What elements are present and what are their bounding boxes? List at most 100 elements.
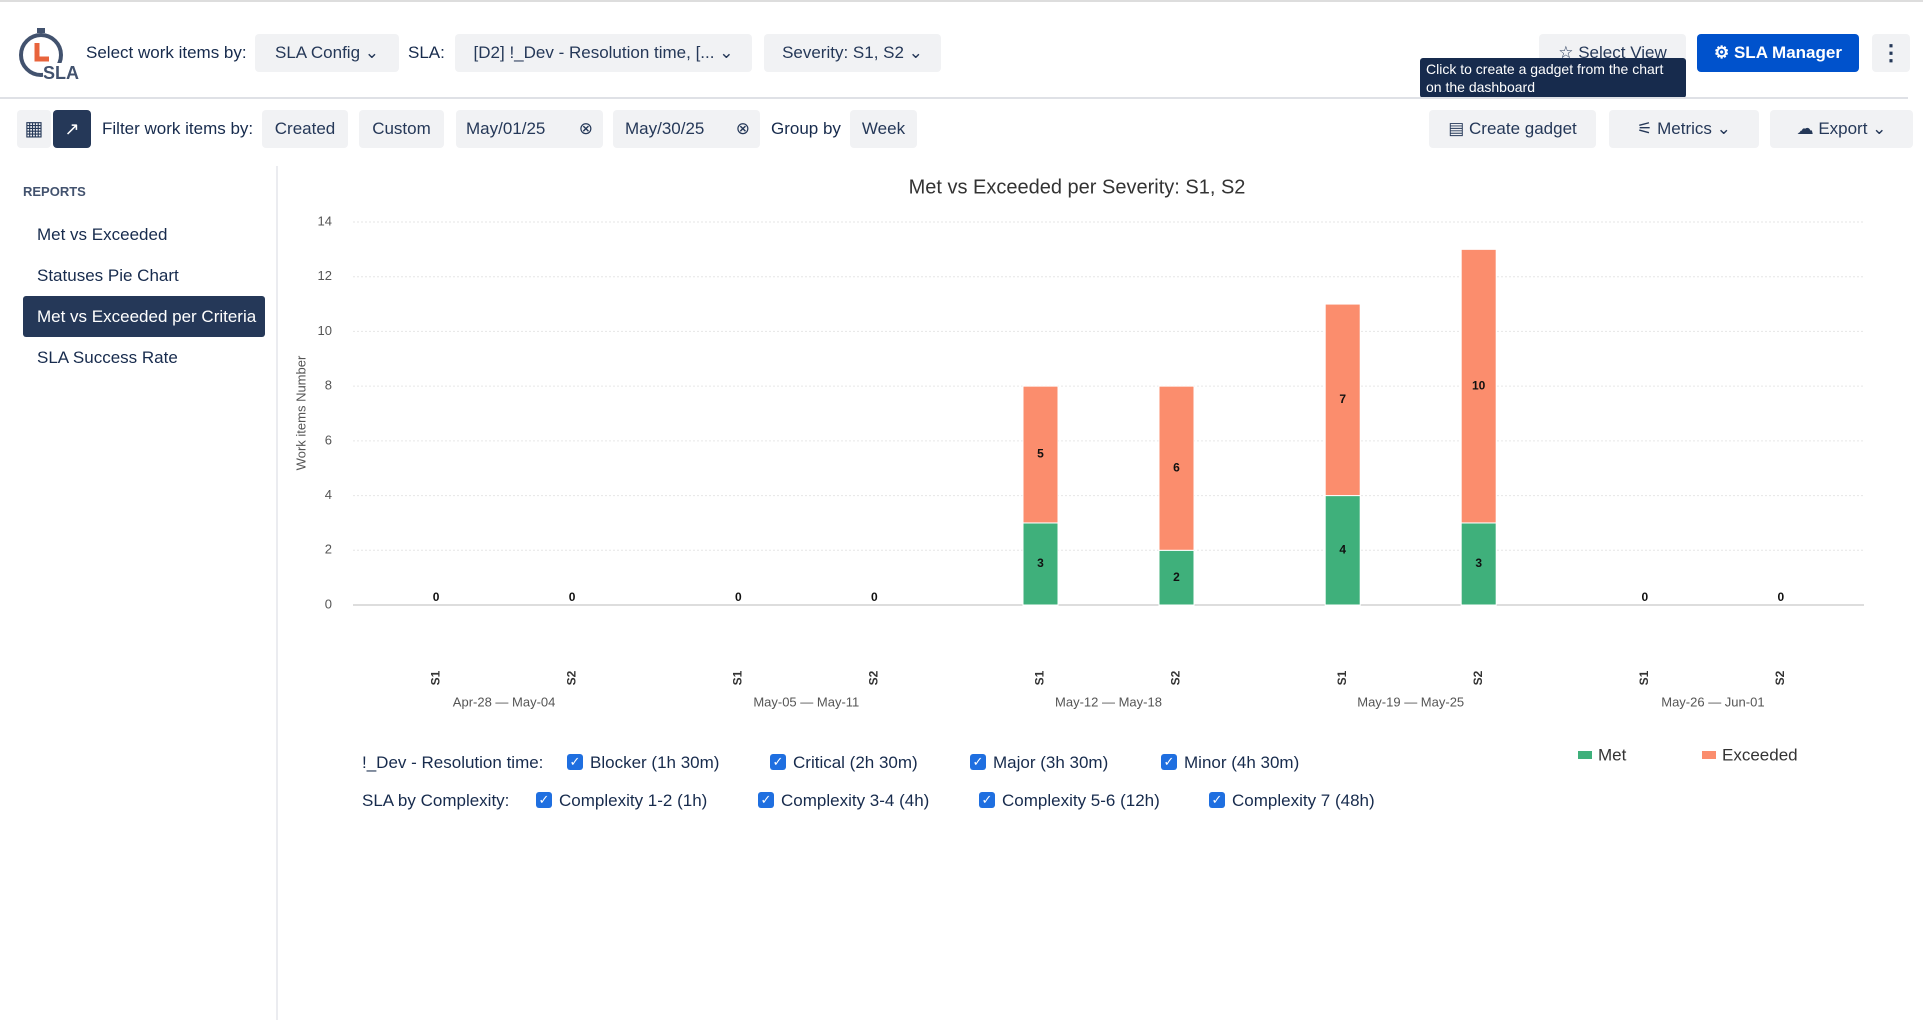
y-tick-label: 12 (318, 268, 332, 283)
data-label: 4 (1339, 542, 1346, 556)
sidebar-heading: REPORTS (23, 184, 86, 199)
top-border (0, 0, 1923, 2)
data-label: 5 (1037, 447, 1044, 461)
data-label: 7 (1339, 392, 1346, 406)
text: Metrics (1657, 119, 1712, 138)
data-label: 0 (433, 590, 440, 604)
checkbox-label: Major (3h 30m) (993, 753, 1109, 772)
checkbox[interactable]: ✓ (758, 792, 774, 808)
sla-label: SLA: (408, 43, 445, 62)
data-label: 0 (569, 590, 576, 604)
x-group-label: May-19 — May-25 (1357, 694, 1464, 709)
x-group-label: May-12 — May-18 (1055, 694, 1162, 709)
checkbox[interactable]: ✓ (979, 792, 995, 808)
sla-dropdown[interactable]: [D2] !_Dev - Resolution time, [... ⌄ (455, 34, 752, 72)
data-label: 6 (1173, 460, 1180, 474)
sidebar-item[interactable]: Met vs Exceeded per Criteria (23, 296, 265, 337)
logo: SLA (17, 25, 79, 85)
y-tick-label: 2 (325, 542, 332, 557)
checkbox-label: Complexity 5-6 (12h) (1002, 791, 1160, 810)
x-tick-label: S1 (1637, 670, 1651, 685)
sidebar-item[interactable]: Statuses Pie Chart (37, 266, 179, 285)
severity-dropdown[interactable]: Severity: S1, S2 ⌄ (764, 34, 941, 72)
x-tick-label: S2 (564, 670, 578, 685)
checkbox[interactable]: ✓ (970, 754, 986, 770)
bar-segment (1460, 522, 1497, 606)
data-label: 2 (1173, 570, 1180, 584)
data-label: 10 (1472, 378, 1486, 392)
x-tick-label: S1 (428, 670, 442, 685)
bar-segment (1158, 385, 1195, 551)
text: [D2] !_Dev - Resolution time, [... (473, 43, 715, 62)
y-tick-label: 6 (325, 432, 332, 447)
checkbox-label: Minor (4h 30m) (1184, 753, 1300, 772)
y-tick-label: 10 (318, 323, 332, 338)
text: SLA Manager (1733, 43, 1842, 62)
logo-text: SLA (43, 63, 79, 84)
bar-segment (1022, 522, 1059, 606)
create-gadget-button[interactable]: ▤ Create gadget (1429, 110, 1596, 148)
checkbox[interactable]: ✓ (1161, 754, 1177, 770)
table-view-button[interactable]: ▦ (17, 110, 51, 148)
checkbox-label: Blocker (1h 30m) (590, 753, 720, 772)
sidebar-item[interactable]: SLA Success Rate (37, 348, 178, 367)
x-tick-label: S2 (866, 670, 880, 685)
divider (0, 97, 1908, 99)
bar-segment (1324, 495, 1361, 606)
checkbox-label: Critical (2h 30m) (793, 753, 918, 772)
chart-view-button[interactable]: ↗ (53, 110, 91, 148)
checkbox[interactable]: ✓ (567, 754, 583, 770)
sidebar-item[interactable]: Met vs Exceeded (37, 225, 168, 244)
data-label: 3 (1475, 556, 1482, 570)
bar-segment (1022, 385, 1059, 524)
text: Export (1818, 119, 1868, 138)
select-label: Select work items by: (86, 43, 247, 62)
text: May/30/25 (625, 119, 705, 138)
bar-segment (1324, 303, 1361, 497)
criteria-label: !_Dev - Resolution time: (362, 753, 544, 772)
from-date[interactable]: May/01/25 ⊗ (456, 110, 603, 148)
checkbox[interactable]: ✓ (536, 792, 552, 808)
created-button[interactable]: Created (262, 110, 348, 148)
to-date[interactable]: May/30/25 ⊗ (613, 110, 760, 148)
checkbox[interactable]: ✓ (1209, 792, 1225, 808)
checkbox-label: Complexity 1-2 (1h) (559, 791, 708, 810)
data-label: 0 (1642, 590, 1649, 604)
sidebar-divider (276, 166, 278, 1020)
x-tick-label: S2 (1773, 670, 1787, 685)
text: Create gadget (1469, 119, 1577, 138)
legend-label: Met (1598, 745, 1627, 764)
y-tick-label: 0 (325, 596, 332, 611)
data-label: 3 (1037, 556, 1044, 570)
y-tick-label: 8 (325, 378, 332, 393)
y-axis-label: Work items Number (293, 355, 308, 470)
x-tick-label: S1 (1335, 670, 1349, 685)
custom-button[interactable]: Custom (359, 110, 444, 148)
x-tick-label: S1 (1033, 670, 1047, 685)
data-label: 0 (735, 590, 742, 604)
x-group-label: Apr-28 — May-04 (453, 694, 556, 709)
x-tick-label: S2 (1169, 670, 1183, 685)
text: May/01/25 (466, 119, 546, 138)
legend-swatch (1702, 751, 1716, 759)
data-label: 0 (1778, 590, 1785, 604)
sla-manager-button[interactable]: ⚙ SLA Manager (1697, 34, 1859, 72)
metrics-button[interactable]: ⚟ Metrics ⌄ (1609, 110, 1759, 148)
data-label: 0 (871, 590, 878, 604)
text: Severity: S1, S2 (782, 43, 904, 62)
checkbox-label: Complexity 3-4 (4h) (781, 791, 930, 810)
export-button[interactable]: ☁ Export ⌄ (1770, 110, 1913, 148)
sla-config-dropdown[interactable]: SLA Config ⌄ (255, 34, 399, 72)
group-dropdown[interactable]: Week (850, 110, 917, 148)
x-tick-label: S1 (730, 670, 744, 685)
filter-label: Filter work items by: (102, 119, 254, 138)
x-group-label: May-26 — Jun-01 (1661, 694, 1764, 709)
group-by-label: Group by (771, 119, 841, 138)
text: Select View (1578, 43, 1667, 62)
chart-title: Met vs Exceeded per Severity: S1, S2 (909, 176, 1246, 198)
criteria-label: SLA by Complexity: (362, 791, 510, 810)
checkbox[interactable]: ✓ (770, 754, 786, 770)
more-button[interactable]: ⋮ (1872, 34, 1910, 72)
